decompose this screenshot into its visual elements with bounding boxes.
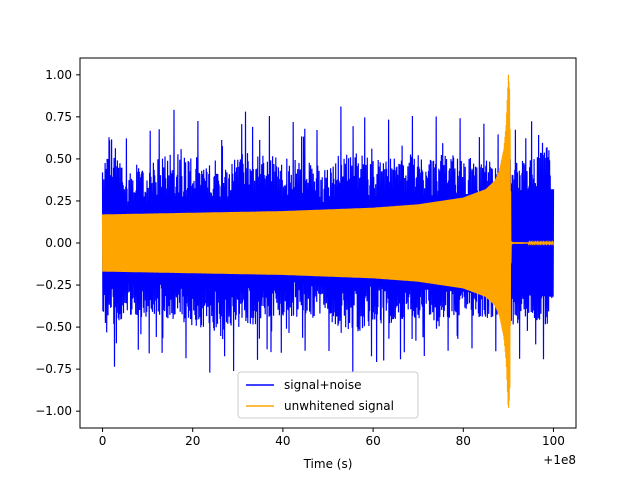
y-tick-label: 1.00 [45,68,72,82]
y-tick-label: 0.75 [45,110,72,124]
y-tick-label: 0.25 [45,194,72,208]
x-tick-label: 0 [99,434,107,448]
y-tick-label: −1.00 [35,404,72,418]
y-axis: −1.00 −0.75 −0.50 −0.25 0.00 0.25 0.50 0.75 1.00 [35,68,80,418]
legend-label-signal-noise: signal+noise [284,378,361,392]
series-layer [101,74,555,408]
x-axis-offset-label: +1e8 [543,453,576,467]
x-axis-label: Time (s) [303,457,353,471]
x-axis: 0 20 40 60 80 100 [99,428,565,448]
y-tick-label: −0.25 [35,278,72,292]
series-line-unwhitened-signal [101,74,555,408]
legend: signal+noise unwhitened signal [237,371,419,419]
y-tick-label: 0.50 [45,152,72,166]
x-tick-label: 60 [365,434,380,448]
y-tick-label: 0.00 [45,236,72,250]
x-tick-label: 20 [185,434,200,448]
x-tick-label: 40 [275,434,290,448]
y-tick-label: −0.50 [35,320,72,334]
legend-label-unwhitened-signal: unwhitened signal [284,399,394,413]
y-tick-label: −0.75 [35,362,72,376]
x-tick-label: 80 [456,434,471,448]
legend-box [237,371,419,419]
x-tick-label: 100 [542,434,565,448]
